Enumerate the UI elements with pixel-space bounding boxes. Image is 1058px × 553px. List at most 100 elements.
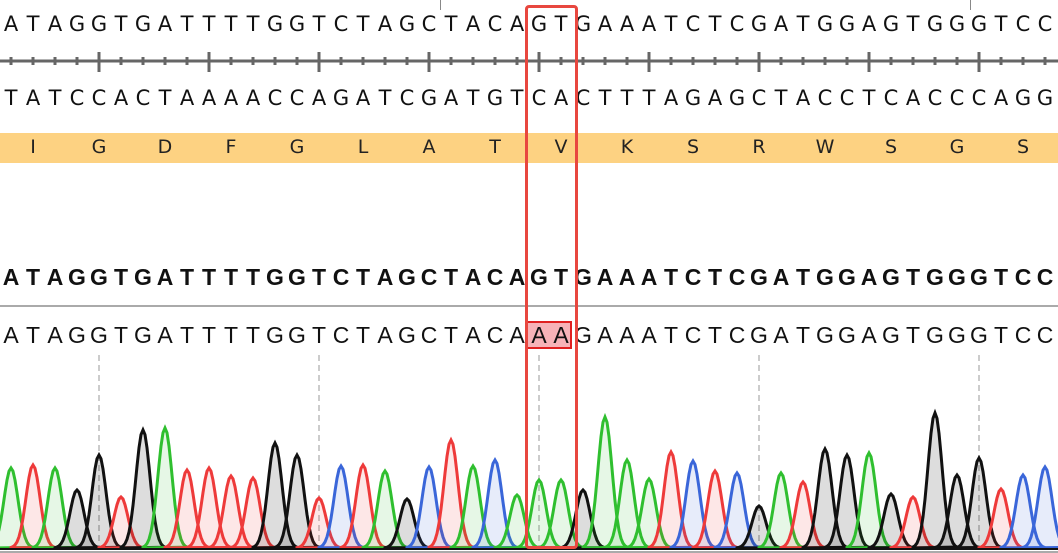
base: A xyxy=(3,322,19,348)
base: G xyxy=(970,264,988,290)
base: C xyxy=(1036,264,1054,290)
base: C xyxy=(1036,322,1054,348)
base: G xyxy=(68,12,86,36)
base: C xyxy=(399,86,415,110)
base: C xyxy=(728,264,746,290)
trace-peak-T xyxy=(779,479,826,550)
trace-peak-T xyxy=(295,495,342,550)
base: C xyxy=(332,264,350,290)
trace-peak-G xyxy=(559,487,606,550)
base: A xyxy=(156,264,174,290)
base: G xyxy=(838,12,856,36)
base: G xyxy=(68,264,86,290)
base: G xyxy=(1014,86,1032,110)
amino-acid: A xyxy=(422,136,436,158)
base: T xyxy=(25,322,41,348)
base: G xyxy=(266,12,284,36)
base: G xyxy=(816,322,834,348)
base: A xyxy=(773,322,789,348)
base: C xyxy=(1037,12,1053,36)
base: A xyxy=(640,264,658,290)
trace-peak-C xyxy=(713,470,760,550)
base: A xyxy=(861,322,877,348)
base: A xyxy=(113,86,129,110)
base: C xyxy=(486,322,504,348)
base: T xyxy=(246,12,260,36)
base: T xyxy=(796,12,810,36)
base: T xyxy=(444,12,458,36)
amino-acid: G xyxy=(91,136,107,158)
base: T xyxy=(158,86,172,110)
base: A xyxy=(597,322,613,348)
base: T xyxy=(598,86,612,110)
base: G xyxy=(266,264,284,290)
base: A xyxy=(377,322,393,348)
base-ruler xyxy=(0,52,1058,72)
base: T xyxy=(443,322,459,348)
trace-peak-T xyxy=(977,486,1024,550)
base: A xyxy=(245,86,261,110)
base: T xyxy=(905,264,921,290)
trace-peak-T xyxy=(889,494,936,550)
trace-peak-A xyxy=(845,449,892,550)
base: T xyxy=(201,322,217,348)
base: T xyxy=(993,322,1009,348)
base: C xyxy=(531,86,547,110)
trace-peak-G xyxy=(75,451,122,550)
base: C xyxy=(728,322,746,348)
base: T xyxy=(862,86,876,110)
base: T xyxy=(664,12,678,36)
base: T xyxy=(223,264,239,290)
base: T xyxy=(312,12,326,36)
amino-acid: K xyxy=(620,136,634,158)
amino-acid: W xyxy=(815,136,835,158)
base: G xyxy=(530,12,548,36)
base: T xyxy=(201,264,217,290)
base: C xyxy=(420,264,438,290)
base: T xyxy=(356,12,370,36)
base: G xyxy=(134,12,152,36)
base: T xyxy=(663,322,679,348)
base: G xyxy=(882,264,900,290)
trace-peak-G xyxy=(911,408,962,550)
base: C xyxy=(421,12,437,36)
base: A xyxy=(618,264,636,290)
base: T xyxy=(48,86,62,110)
base: A xyxy=(465,322,481,348)
base: A xyxy=(553,86,569,110)
trace-peak-C xyxy=(405,464,452,550)
base: T xyxy=(510,86,524,110)
base: T xyxy=(795,322,811,348)
base: C xyxy=(332,322,350,348)
trace-peak-G xyxy=(933,472,980,550)
base: G xyxy=(684,86,702,110)
base: A xyxy=(861,12,877,36)
base: T xyxy=(245,264,261,290)
base: T xyxy=(708,12,722,36)
base: G xyxy=(838,264,856,290)
selection-box[interactable] xyxy=(525,5,578,549)
base: A xyxy=(553,322,569,348)
base: A xyxy=(465,12,481,36)
base: C xyxy=(1015,12,1031,36)
base: A xyxy=(641,12,657,36)
trace-peak-G xyxy=(273,451,320,550)
base: G xyxy=(90,12,108,36)
base: T xyxy=(993,264,1009,290)
trace-peak-T xyxy=(229,475,276,550)
base: G xyxy=(926,264,944,290)
base: T xyxy=(311,264,327,290)
base: A xyxy=(179,86,195,110)
trace-peak-A xyxy=(493,492,540,550)
base: A xyxy=(905,86,921,110)
base: A xyxy=(3,12,19,36)
base: A xyxy=(641,322,657,348)
base: G xyxy=(882,12,900,36)
base: T xyxy=(113,322,129,348)
base: A xyxy=(531,322,547,348)
base: A xyxy=(443,86,459,110)
trace-peak-A xyxy=(0,465,34,550)
divider xyxy=(0,305,1058,307)
